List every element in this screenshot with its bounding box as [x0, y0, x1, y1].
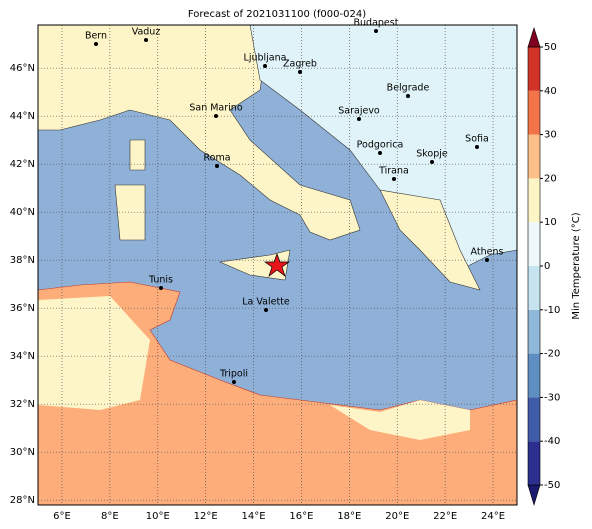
city-label: Tripoli: [219, 369, 248, 380]
colorbar-tick-label: 50: [544, 42, 557, 53]
map-area: [37, 24, 518, 506]
colorbar-tick-label: 10: [544, 217, 557, 228]
city-label: Budapest: [354, 18, 399, 29]
lat-tick-label: 46°N: [10, 63, 35, 74]
city-label: La Valette: [242, 297, 290, 308]
city-dot: [94, 42, 98, 46]
city-dot: [485, 258, 489, 262]
sardinia: [114, 184, 146, 241]
colorbar-band: [528, 134, 540, 179]
lat-tick-label: 28°N: [10, 495, 35, 506]
city-label: Podgorica: [357, 140, 404, 151]
colorbar-extend-high: [527, 27, 541, 48]
lat-tick-label: 30°N: [10, 447, 35, 458]
city-label: Belgrade: [387, 83, 430, 94]
city-label: Ljubljana: [244, 53, 287, 64]
colorbar-band: [528, 90, 540, 135]
lat-tick-label: 44°N: [10, 111, 35, 122]
colorbar-band: [528, 222, 540, 266]
city-dot: [357, 117, 361, 121]
city-dot: [430, 160, 434, 164]
lon-tick-label: 20°E: [385, 511, 409, 522]
lon-tick-label: 18°E: [337, 511, 361, 522]
city-dot: [159, 286, 163, 290]
lon-tick-label: 14°E: [242, 511, 266, 522]
map-frame: [37, 24, 518, 506]
lon-tick-label: 22°E: [433, 511, 457, 522]
tunisia-cool: [38, 296, 150, 410]
city-dot: [232, 380, 236, 384]
city-dot: [378, 151, 382, 155]
city-label: Sarajevo: [338, 106, 380, 117]
star-marker: [263, 253, 291, 277]
colorbar-label: Min Temperature (°C): [571, 212, 582, 319]
city-dot: [263, 64, 267, 68]
colorbar-tick-label: -50: [544, 480, 560, 491]
city-dot: [392, 177, 396, 181]
italy-alps-land: [37, 24, 361, 241]
city-dot: [406, 94, 410, 98]
city-label: Zagreb: [283, 59, 317, 70]
lon-tick-label: 12°E: [194, 511, 218, 522]
city-label: Vaduz: [132, 27, 161, 38]
city-label: San Marino: [189, 103, 242, 114]
colorbar-band: [528, 47, 540, 91]
lat-tick-label: 36°N: [10, 303, 35, 314]
colorbar-tick-label: 30: [544, 130, 557, 141]
colorbar-tick-label: -20: [544, 349, 560, 360]
lon-tick-label: 10°E: [146, 511, 170, 522]
city-label: Skopje: [416, 149, 448, 160]
city-dot: [264, 308, 268, 312]
city-label: Athens: [471, 247, 504, 258]
city-dot: [144, 38, 148, 42]
city-dot: [374, 29, 378, 33]
lat-tick-label: 32°N: [10, 399, 35, 410]
colorbar-tick-label: 0: [544, 261, 550, 272]
lon-tick-label: 8°E: [101, 511, 119, 522]
lat-tick-label: 38°N: [10, 255, 35, 266]
colorbar-band: [528, 397, 540, 442]
colorbar-tick-label: -10: [544, 305, 560, 316]
colorbar-extend-low: [527, 484, 541, 507]
colorbar-tick-label: -30: [544, 392, 560, 403]
city-label: Bern: [85, 31, 107, 42]
city-dot: [215, 164, 219, 168]
lon-tick-label: 6°E: [53, 511, 71, 522]
lat-tick-label: 34°N: [10, 351, 35, 362]
lat-tick-label: 42°N: [10, 159, 35, 170]
colorbar-tick-label: 20: [544, 173, 557, 184]
colorbar-band: [528, 266, 540, 310]
greece-land: [379, 189, 481, 291]
city-dot: [214, 114, 218, 118]
city-dot: [475, 145, 479, 149]
city-label: Sofia: [465, 134, 489, 145]
colorbar: -50 -40 -30 -20 -10 0 10 20 30 40 50: [527, 27, 560, 507]
colorbar-tick-label: -40: [544, 436, 560, 447]
lon-tick-label: 16°E: [289, 511, 313, 522]
colorbar-tick-label: 40: [544, 86, 557, 97]
colorbar-band: [528, 441, 540, 485]
city-label: Tirana: [378, 166, 409, 177]
libya-cool: [330, 400, 470, 440]
corsica: [129, 139, 146, 171]
colorbar-band: [528, 178, 540, 223]
grid: 6°E 8°E 10°E 12°E 14°E 16°E 18°E 20°E 22°E 24°E 28…: [10, 25, 517, 522]
colorbar-band: [528, 353, 540, 398]
lat-tick-label: 40°N: [10, 207, 35, 218]
lon-tick-label: 24°E: [481, 511, 505, 522]
city-label: Roma: [203, 153, 230, 164]
city-dot: [298, 70, 302, 74]
colorbar-band: [528, 309, 540, 354]
city-label: Tunis: [148, 275, 173, 286]
map-title: Forecast of 2021031100 (f000-024): [188, 9, 366, 20]
